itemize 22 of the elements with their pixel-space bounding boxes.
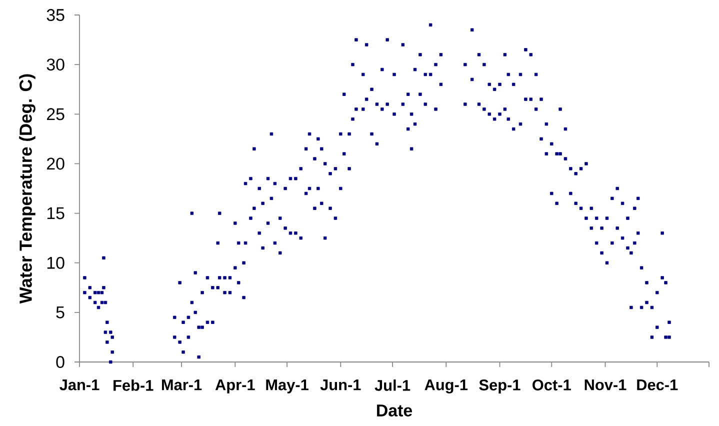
x-tick-label: Sep-1	[479, 380, 520, 394]
y-tick-label: 25	[47, 108, 64, 120]
x-tick-label: Feb-1	[114, 380, 154, 391]
x-tick-label: May-1	[266, 380, 308, 394]
x-axis-title: Date	[377, 404, 412, 416]
y-tick-label: 35	[46, 9, 64, 22]
y-tick-label: 10	[47, 256, 64, 269]
x-tick-label: Nov-1	[584, 380, 626, 390]
y-tick-label: 20	[47, 158, 64, 170]
y-tick-label: 15	[47, 207, 64, 220]
y-axis-title: Water Temperature (Deg. C)	[19, 74, 36, 304]
x-tick-label: Aug-1	[424, 380, 468, 394]
y-tick-label: 5	[56, 306, 64, 318]
x-tick-label: Jan-1	[60, 380, 100, 390]
x-tick-label: Apr-1	[215, 380, 255, 394]
x-tick-label: Jun-1	[320, 380, 361, 390]
y-tick-label: 30	[46, 58, 64, 71]
x-tick-label: Jul-1	[374, 380, 410, 391]
x-tick-label: Oct-1	[532, 380, 571, 390]
x-tick-label: Mar-1	[162, 380, 202, 390]
x-tick-label: Dec-1	[637, 380, 678, 390]
y-tick-label: 0	[56, 356, 64, 368]
